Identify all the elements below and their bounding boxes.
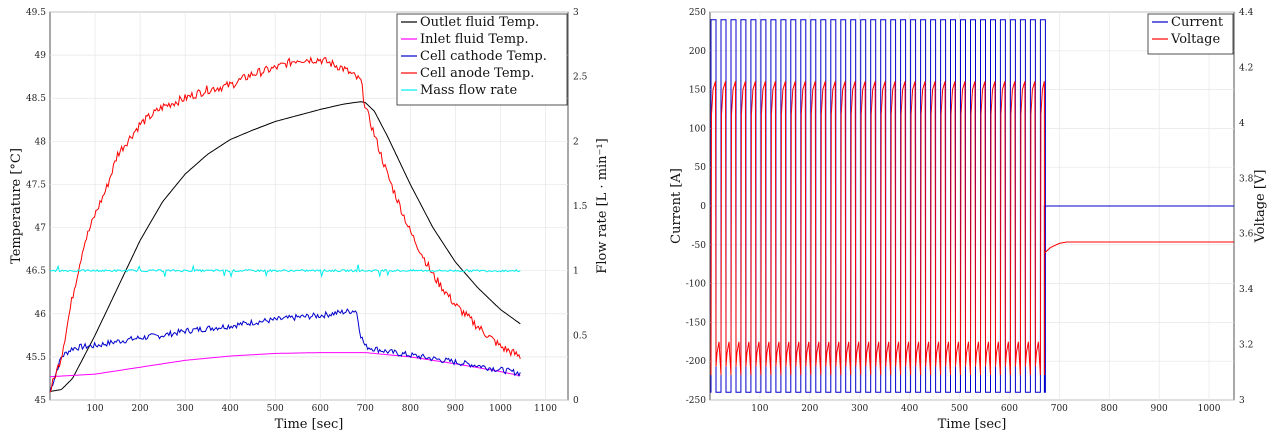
y-tick-label: 200 (689, 47, 706, 57)
x-tick-label: 1000 (1198, 404, 1221, 414)
legend-entry: Voltage (1170, 32, 1220, 47)
x-axis-label-2: Time [sec] (938, 417, 1007, 432)
x-tick-label: 500 (267, 404, 284, 414)
y2-tick-label: 0.5 (573, 331, 588, 341)
y-tick-label: 50 (695, 163, 707, 173)
y-tick-label: 48 (35, 137, 47, 147)
y-tick-label: 47.5 (26, 180, 46, 190)
series-line (49, 308, 521, 392)
grid-2 (710, 11, 1234, 401)
y2-tick-label: 1.5 (573, 202, 588, 212)
x-tick-label: 800 (402, 404, 419, 414)
y-tick-label: 49.5 (26, 8, 46, 18)
x-tick-label: 200 (131, 404, 148, 414)
x-tick-label: 400 (222, 404, 239, 414)
x-tick-label: 200 (801, 404, 818, 414)
legend-box (1147, 13, 1234, 55)
y-tick-label: 46.5 (26, 267, 46, 277)
y-tick-label: 0 (700, 202, 706, 212)
y2-tick-label: 1 (573, 267, 579, 277)
series-line (710, 81, 1234, 376)
y2-tick-label: 4.2 (1239, 63, 1253, 73)
x-tick-label: 300 (177, 404, 194, 414)
legend-box (396, 13, 568, 106)
x-tick-label: 400 (901, 404, 918, 414)
x-tick-label: 1100 (534, 404, 557, 414)
ticks-2: 100 200 300 400 500 600 700 800 900 1000-250-200-… (686, 8, 1254, 414)
series-line (49, 101, 521, 392)
y2-tick-label: 2.5 (573, 73, 588, 83)
y2-tick-label: 4 (1239, 119, 1245, 129)
x-tick-label: 100 (751, 404, 768, 414)
y2-tick-label: 4.4 (1239, 8, 1254, 18)
x-tick-label: 700 (1051, 404, 1068, 414)
y2-tick-label: 3.4 (1239, 285, 1254, 295)
y-tick-label: 48.5 (26, 94, 46, 104)
chart-current-voltage: 100 200 300 400 500 600 700 800 900 1000-250-200-… (669, 8, 1268, 432)
y2-tick-label: 3.8 (1239, 174, 1254, 184)
y-axis-label-1: Temperature [°C] (9, 148, 24, 264)
chart-temperature: 100 200 300 400 500 600 700 800 900 1000 1100 45 45.… (9, 8, 610, 432)
legend-entry: Cell anode Temp. (420, 66, 534, 81)
legend-entry: Current (1171, 15, 1224, 30)
y2-tick-label: 3.2 (1239, 341, 1253, 351)
series-2 (709, 19, 1234, 393)
x-tick-label: 500 (951, 404, 968, 414)
y-tick-label: 250 (689, 8, 706, 18)
y-tick-label: 46 (35, 310, 47, 320)
y-tick-label: -100 (686, 280, 706, 290)
y2-tick-label: 3.6 (1239, 230, 1254, 240)
series-line (49, 55, 521, 393)
y2-tick-label: 2 (573, 137, 579, 147)
series-1 (49, 55, 521, 393)
y-tick-label: 49 (35, 51, 47, 61)
legend-1: Outlet fluid Temp. Inlet fluid Temp. Cell … (396, 13, 568, 106)
x-tick-label: 800 (1101, 404, 1118, 414)
ticks-1: 100 200 300 400 500 600 700 800 900 1000 1100 45 45.… (26, 8, 588, 414)
y2-tick-label: 0 (573, 396, 579, 406)
legend-entry: Mass flow rate (420, 83, 517, 98)
y-tick-label: -50 (692, 241, 707, 251)
y-axis-label-2: Current [A] (669, 168, 684, 244)
x-tick-label: 700 (357, 404, 374, 414)
y2-tick-label: 3 (1239, 396, 1245, 406)
y-tick-label: 47 (35, 224, 47, 234)
x-tick-label: 100 (86, 404, 103, 414)
series-line (49, 264, 521, 279)
y-tick-label: 100 (689, 124, 706, 134)
x-tick-label: 900 (1151, 404, 1168, 414)
y-tick-label: 45 (35, 396, 47, 406)
y-tick-label: -150 (686, 318, 706, 328)
y-tick-label: -200 (686, 357, 706, 367)
legend-2: Current Voltage (1147, 13, 1234, 55)
x-tick-label: 1000 (489, 404, 512, 414)
y2-tick-label: 3 (573, 8, 579, 18)
x-tick-label: 900 (447, 404, 464, 414)
x-tick-label: 600 (1001, 404, 1018, 414)
y-tick-label: -250 (686, 396, 706, 406)
legend-entry: Outlet fluid Temp. (420, 15, 539, 30)
y-tick-label: 45.5 (26, 353, 46, 363)
legend-entry: Inlet fluid Temp. (420, 32, 529, 47)
y2-axis-label-1: Flow rate [L · min⁻¹] (595, 138, 610, 273)
y-tick-label: 150 (689, 86, 706, 96)
x-axis-label-1: Time [sec] (275, 417, 344, 432)
x-tick-label: 300 (851, 404, 868, 414)
x-tick-label: 600 (312, 404, 329, 414)
legend-entry: Cell cathode Temp. (420, 49, 547, 64)
y2-axis-label-2: Voltage [V] (1253, 170, 1268, 244)
